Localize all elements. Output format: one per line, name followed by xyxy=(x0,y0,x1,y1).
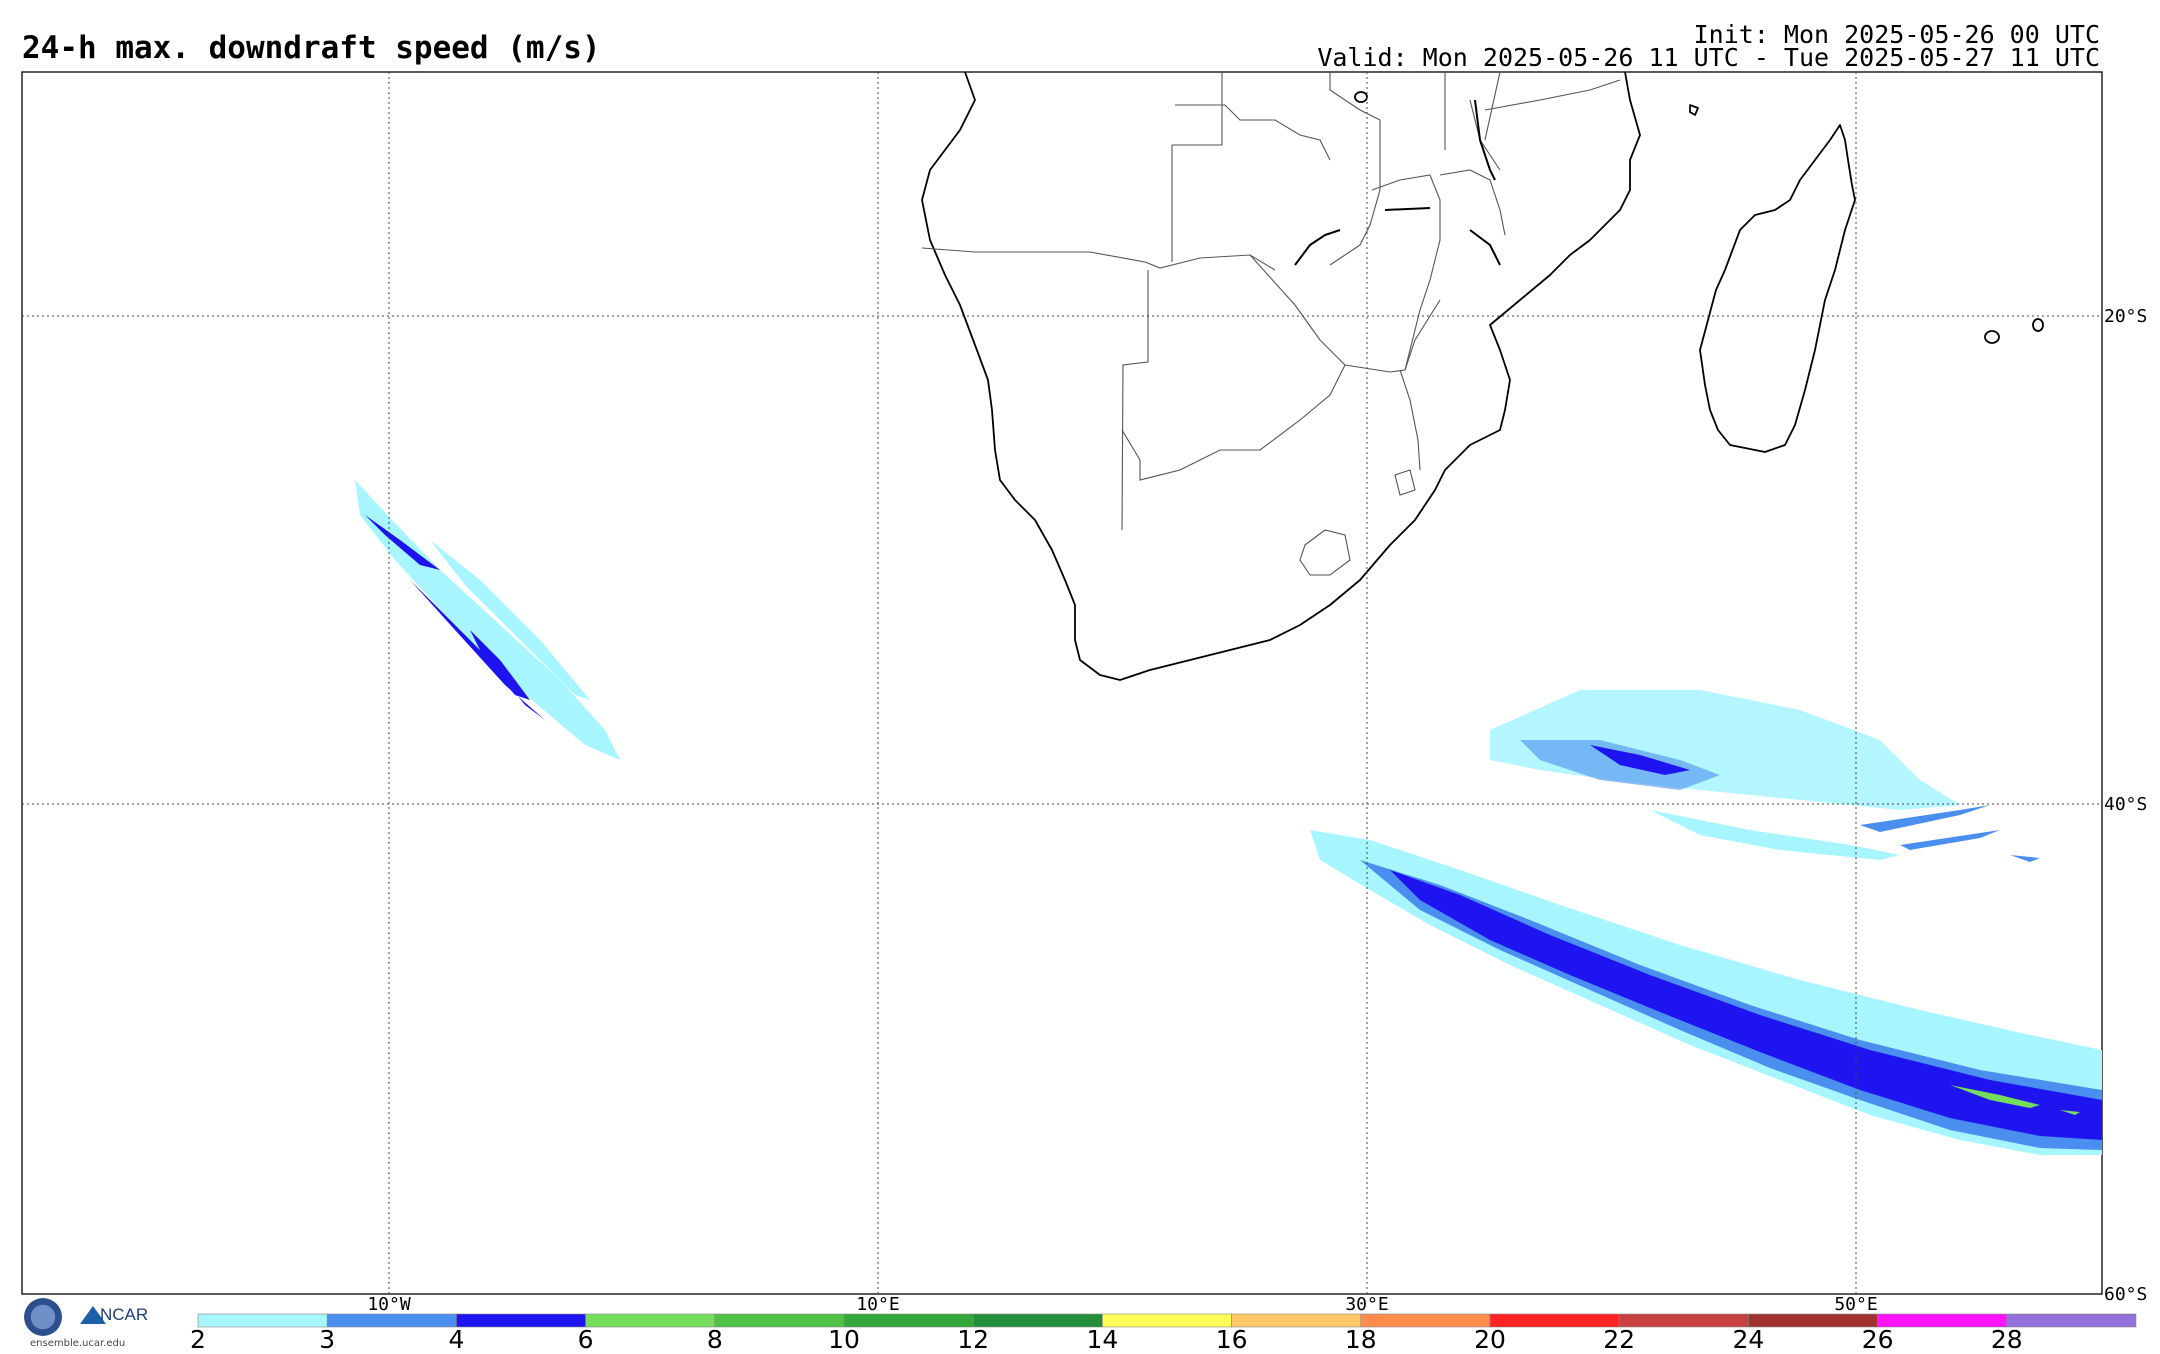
colorbar-swatch xyxy=(1618,1313,1749,1328)
colorbar-label: 6 xyxy=(578,1325,594,1354)
colorbar-label: 3 xyxy=(319,1325,335,1354)
valid-time: Valid: Mon 2025-05-26 11 UTC - Tue 2025-… xyxy=(1317,43,2100,72)
colorbar-swatch xyxy=(585,1313,716,1328)
lat-label-40s: 40°S xyxy=(2104,794,2147,815)
graticule xyxy=(22,72,2102,1294)
lon-label-10w: 10°W xyxy=(367,1294,411,1315)
colorbar-label: 26 xyxy=(1862,1325,1894,1354)
lon-label-10e: 10°E xyxy=(856,1294,899,1315)
colorbar-label: 16 xyxy=(1216,1325,1248,1354)
colorbar-swatch xyxy=(2006,1313,2137,1328)
colorbar-swatch xyxy=(1231,1313,1362,1328)
colorbar-label: 12 xyxy=(957,1325,989,1354)
downdraft-cluster-south xyxy=(1310,830,2102,1155)
colorbar-swatch xyxy=(843,1313,974,1328)
downdraft-cluster-north xyxy=(1490,690,2040,862)
colorbar-label: 10 xyxy=(828,1325,860,1354)
colorbar-swatch xyxy=(456,1313,586,1328)
colorbar-swatch xyxy=(1102,1313,1232,1328)
colorbar-label: 4 xyxy=(448,1325,464,1354)
ncar-logo-mark xyxy=(80,1306,106,1324)
lon-label-30e: 30°E xyxy=(1345,1294,1388,1315)
lon-label-50e: 50°E xyxy=(1834,1294,1877,1315)
ncar-logo: NCAR xyxy=(100,1305,149,1324)
country-borders xyxy=(921,71,1621,576)
downdraft-cluster-west xyxy=(355,480,620,760)
init-time: Init: Mon 2025-05-26 00 UTC xyxy=(1693,20,2100,49)
colorbar-swatch xyxy=(972,1313,1103,1328)
lat-label-20s: 20°S xyxy=(2104,306,2147,327)
map-frame xyxy=(21,71,2103,1295)
colorbar-label: 28 xyxy=(1991,1325,2023,1354)
colorbar-swatch xyxy=(197,1313,328,1328)
colorbar-label: 14 xyxy=(1086,1325,1118,1354)
source-url: ensemble.ucar.edu xyxy=(30,1338,126,1349)
colorbar-label: 18 xyxy=(1345,1325,1377,1354)
colorbar-swatch xyxy=(714,1313,845,1328)
lat-label-60s: 60°S xyxy=(2104,1284,2147,1305)
lakes xyxy=(1294,99,1501,266)
colorbar: 2 3 4 6 8 10 12 14 16 18 20 22 24 26 28 xyxy=(190,1313,2137,1354)
map-title: 24-h max. downdraft speed (m/s) xyxy=(22,30,601,66)
colorbar-swatch xyxy=(1489,1313,1620,1328)
colorbar-label: 20 xyxy=(1474,1325,1506,1354)
colorbar-swatch xyxy=(1360,1313,1491,1328)
colorbar-swatch xyxy=(1748,1313,1878,1328)
colorbar-label: 2 xyxy=(190,1325,206,1354)
colorbar-label: 8 xyxy=(707,1325,723,1354)
colorbar-swatch xyxy=(326,1313,457,1328)
colorbar-swatch xyxy=(1877,1313,2008,1328)
nsf-logo xyxy=(24,1298,62,1336)
colorbar-label: 24 xyxy=(1732,1325,1764,1354)
colorbar-label: 22 xyxy=(1603,1325,1635,1354)
